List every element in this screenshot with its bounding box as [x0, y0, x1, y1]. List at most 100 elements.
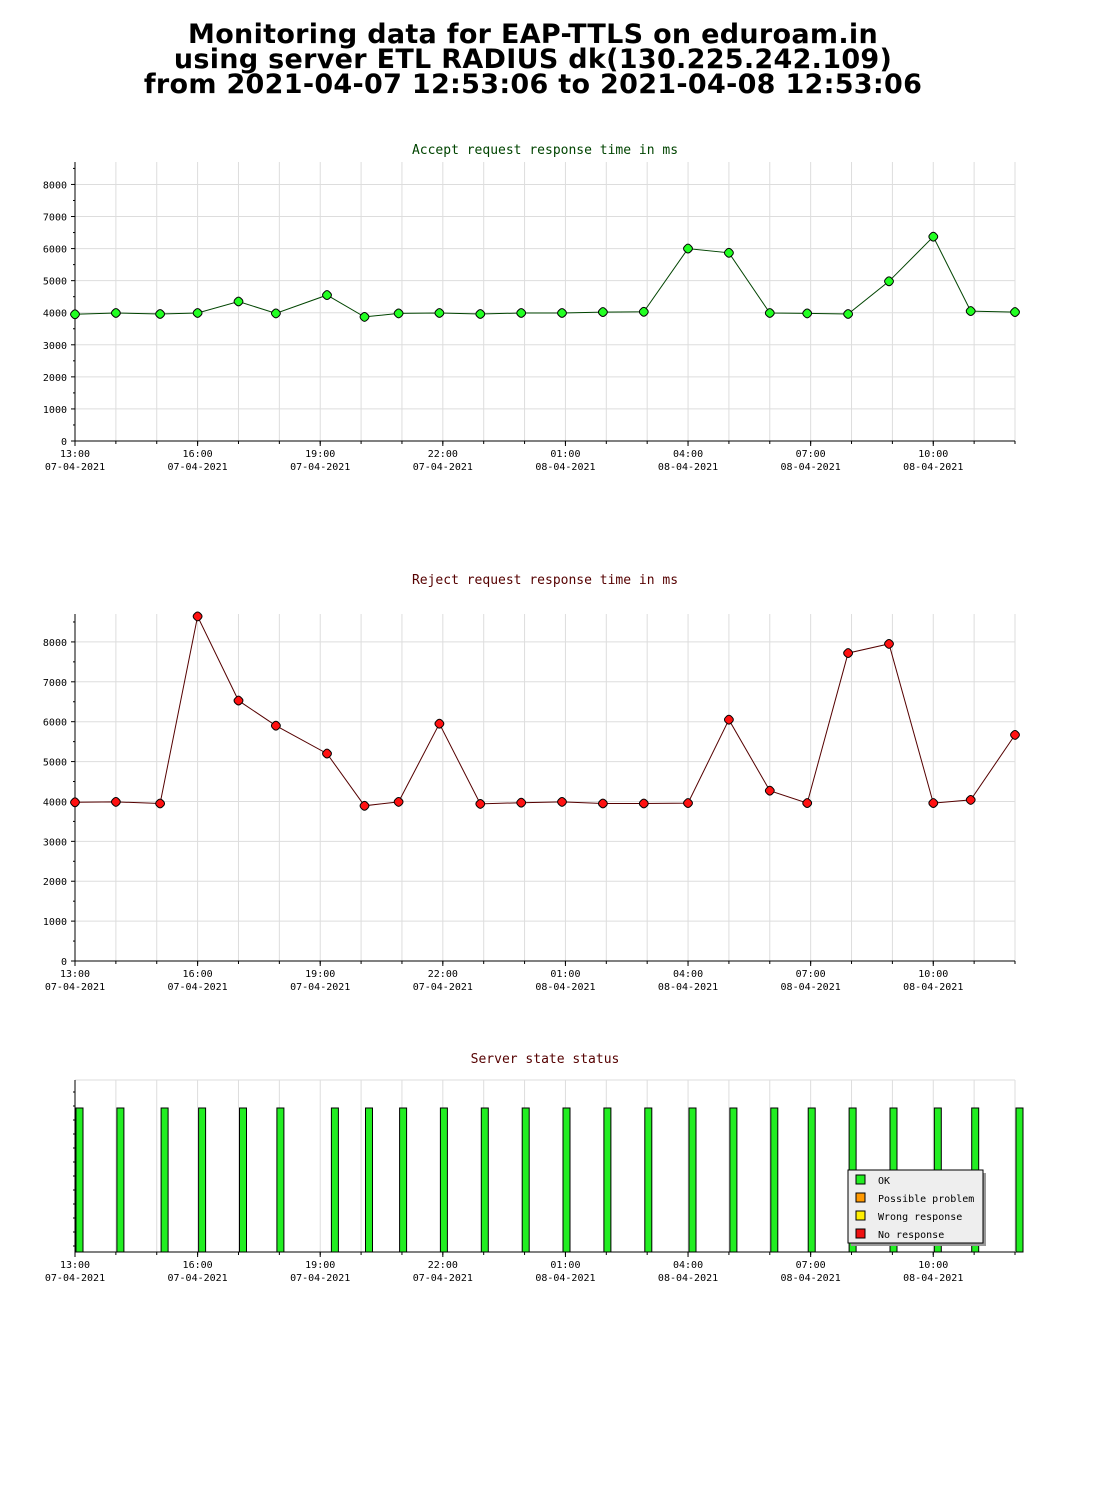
status-bar: [807, 1107, 816, 1253]
data-point: [516, 797, 527, 808]
page-header: Monitoring data for EAP-TTLS on eduroam.…: [0, 19, 1066, 100]
x-tick-date: 08-04-2021: [658, 1273, 718, 1284]
x-tick-label: 16:00: [183, 449, 213, 460]
data-point: [1010, 307, 1020, 318]
legend: OK Possible problem Wrong response No respo…: [847, 1169, 986, 1246]
data-point: [70, 309, 80, 320]
header-line-3: from 2021-04-07 12:53:06 to 2021-04-08 1…: [143, 69, 923, 100]
data-point: [110, 308, 121, 318]
legend-label: Possible problem: [878, 1194, 974, 1205]
data-point: [884, 276, 894, 287]
x-tick-date: 07-04-2021: [45, 462, 105, 473]
x-tick-label: 07:00: [796, 969, 826, 980]
data-point: [884, 638, 894, 649]
legend-swatch: [855, 1210, 866, 1221]
legend-swatch: [855, 1192, 866, 1203]
data-point: [516, 308, 527, 318]
x-tick-label: 19:00: [305, 969, 335, 980]
reject-chart: Reject request response time in ms 0 1000 2…: [43, 573, 1020, 993]
header-line-2: using server ETL RADIUS dk(130.225.242.1…: [173, 44, 893, 75]
x-tick-date: 08-04-2021: [535, 462, 595, 473]
status-bar: [729, 1107, 738, 1253]
status-bar: [399, 1107, 408, 1253]
status-bar: [239, 1107, 247, 1253]
data-point: [322, 290, 332, 301]
legend-swatch: [855, 1228, 866, 1239]
x-tick-date: 07-04-2021: [45, 982, 105, 993]
data-point: [638, 798, 649, 809]
status-bar: [644, 1107, 653, 1253]
data-point: [843, 309, 854, 319]
data-point: [965, 794, 976, 805]
x-tick-label: 04:00: [673, 449, 703, 460]
status-bar: [1015, 1107, 1024, 1253]
x-tick-label: 13:00: [60, 449, 90, 460]
accept-chart: Accept request response time in ms 0 1000 2…: [43, 143, 1020, 473]
y-tick-label: 2000: [43, 373, 67, 384]
status-bar: [198, 1107, 207, 1253]
data-point: [393, 308, 404, 319]
y-tick-label: 2000: [43, 877, 67, 888]
data-point: [192, 611, 203, 622]
y-tick-label: 4000: [43, 309, 67, 320]
y-tick-label: 6000: [43, 718, 67, 729]
y-tick-label: 7000: [43, 678, 67, 689]
x-tick-date: 08-04-2021: [658, 462, 718, 473]
data-point: [233, 296, 244, 307]
legend-swatch: [855, 1174, 866, 1185]
chart-title: Reject request response time in ms: [412, 573, 678, 588]
y-tick-label: 1000: [43, 917, 67, 928]
data-point: [475, 309, 486, 319]
data-point: [683, 798, 693, 809]
x-tick-date: 07-04-2021: [290, 1273, 350, 1284]
x-tick-date: 07-04-2021: [290, 982, 350, 993]
data-point: [723, 714, 734, 725]
data-point: [843, 648, 854, 659]
y-tick-label: 3000: [43, 341, 67, 352]
y-tick-label: 3000: [43, 837, 67, 848]
status-bar: [688, 1107, 697, 1253]
data-point: [359, 311, 370, 322]
series-line: [74, 235, 1016, 318]
data-point: [723, 247, 734, 258]
data-point: [233, 695, 244, 706]
status-bar: [365, 1107, 373, 1253]
status-bar: [521, 1107, 530, 1253]
y-tick-label: 0: [61, 957, 67, 968]
data-point: [192, 308, 203, 318]
series-line: [74, 614, 1016, 807]
x-tick-date: 07-04-2021: [413, 1273, 473, 1284]
x-tick-label: 10:00: [918, 1260, 948, 1271]
data-point: [557, 308, 567, 318]
legend-label: OK: [878, 1176, 890, 1187]
x-tick-label: 07:00: [796, 1260, 826, 1271]
data-point: [928, 798, 939, 809]
legend-label: No response: [878, 1230, 944, 1241]
x-tick-date: 08-04-2021: [658, 982, 718, 993]
status-bar: [276, 1107, 285, 1253]
data-point: [683, 243, 693, 254]
y-tick-label: 1000: [43, 405, 67, 416]
x-tick-label: 04:00: [673, 1260, 703, 1271]
x-tick-label: 10:00: [918, 449, 948, 460]
legend-label: Wrong response: [878, 1212, 962, 1223]
status-bar: [116, 1107, 125, 1253]
x-tick-label: 22:00: [428, 969, 458, 980]
x-tick-date: 07-04-2021: [167, 982, 227, 993]
x-tick-label: 19:00: [305, 1260, 335, 1271]
status-bar: [75, 1107, 84, 1253]
x-tick-date: 08-04-2021: [535, 982, 595, 993]
y-tick-label: 5000: [43, 758, 67, 769]
status-bar: [480, 1107, 489, 1253]
chart-title: Accept request response time in ms: [412, 143, 678, 158]
data-point: [434, 308, 445, 318]
data-point: [155, 309, 166, 319]
y-tick-label: 8000: [43, 180, 67, 191]
header-line-1: Monitoring data for EAP-TTLS on eduroam.…: [188, 19, 878, 50]
x-tick-label: 13:00: [60, 1260, 90, 1271]
status-bar: [160, 1107, 169, 1253]
x-tick-label: 07:00: [796, 449, 826, 460]
y-tick-label: 0: [61, 437, 67, 448]
x-tick-date: 07-04-2021: [290, 462, 350, 473]
